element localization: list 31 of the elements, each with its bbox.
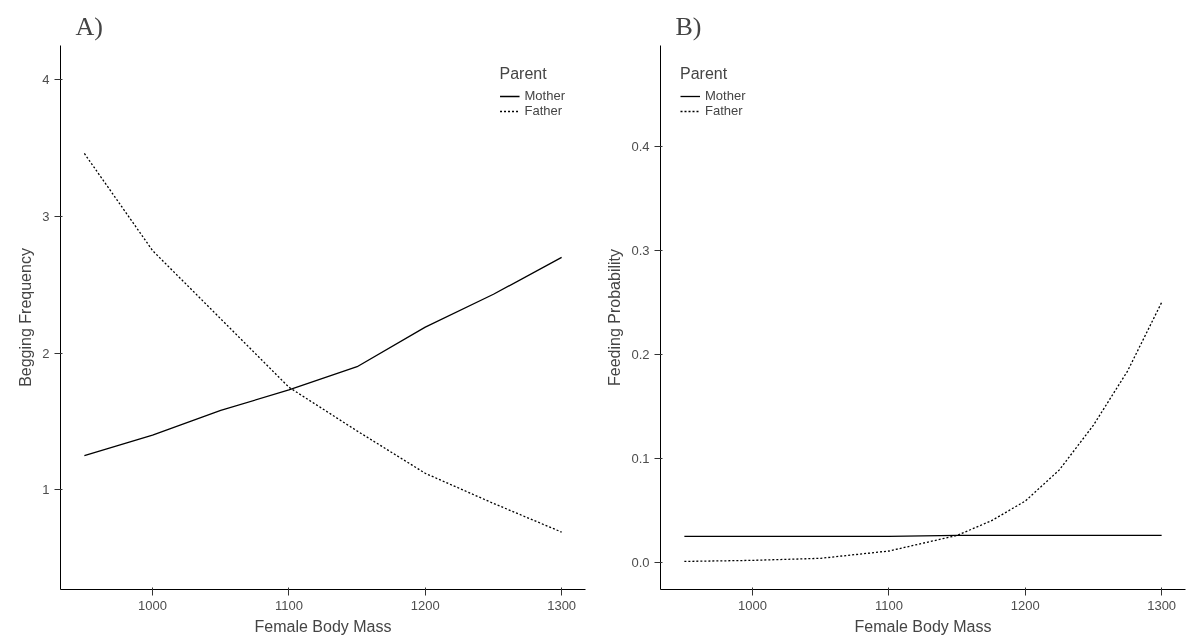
legend-label: Mother bbox=[705, 88, 746, 103]
line-series bbox=[683, 301, 1163, 563]
y-axis-title: Begging Frequency bbox=[17, 248, 35, 387]
y-tick-label: 2 bbox=[42, 345, 50, 361]
legend-title: Parent bbox=[680, 65, 729, 83]
x-tick-label: 1300 bbox=[547, 597, 577, 613]
x-tick-label: 1000 bbox=[738, 597, 768, 613]
y-tick-label: 0.0 bbox=[631, 554, 650, 570]
y-tick-label: 0.2 bbox=[631, 346, 650, 362]
x-tick-label: 1100 bbox=[874, 597, 903, 613]
line-series bbox=[83, 152, 563, 533]
y-axis-title: Feeding Probability bbox=[606, 249, 624, 386]
y-tick-label: 0.3 bbox=[631, 242, 650, 258]
legend-label: Father bbox=[524, 103, 563, 118]
x-axis-title: Female Body Mass bbox=[254, 617, 392, 635]
x-tick-label: 1100 bbox=[274, 597, 303, 613]
y-tick-label: 0.1 bbox=[631, 450, 650, 466]
y-tick-label: 0.4 bbox=[631, 138, 650, 154]
x-tick-label: 1000 bbox=[138, 597, 168, 613]
x-axis-title: Female Body Mass bbox=[854, 617, 992, 635]
x-tick-label: 1200 bbox=[1010, 597, 1040, 613]
legend-title: Parent bbox=[499, 65, 548, 83]
x-tick-label: 1300 bbox=[1147, 597, 1177, 613]
x-tick-label: 1200 bbox=[410, 597, 440, 613]
chart-title: A) bbox=[75, 11, 103, 41]
chart-title: B) bbox=[675, 11, 702, 41]
y-tick-label: 4 bbox=[42, 72, 50, 88]
legend-label: Father bbox=[705, 103, 743, 118]
legend-label: Mother bbox=[524, 88, 565, 103]
y-tick-label: 1 bbox=[42, 482, 50, 498]
y-tick-label: 3 bbox=[42, 208, 50, 224]
